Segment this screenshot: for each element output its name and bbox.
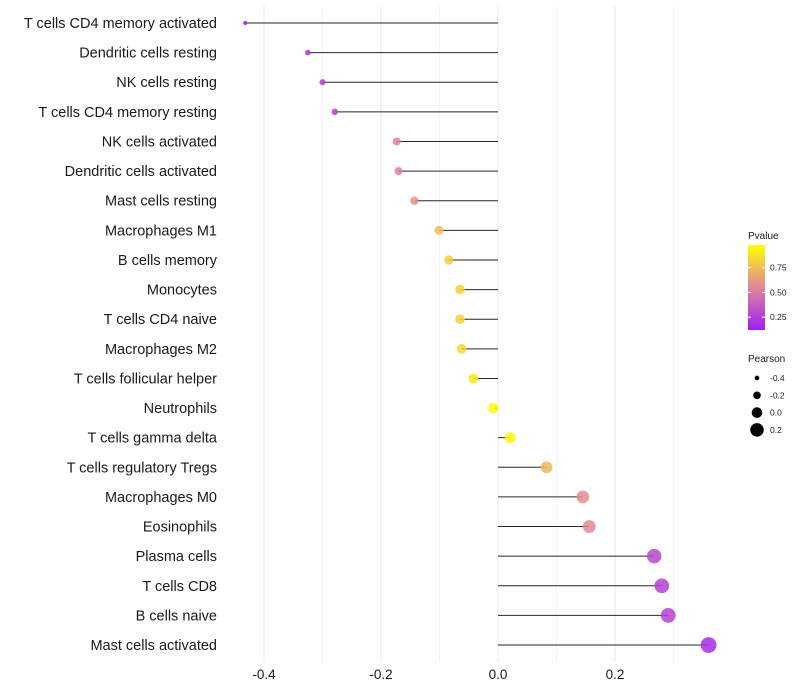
y-axis-label: T cells CD8	[142, 579, 217, 595]
y-axis-label: Dendritic cells activated	[65, 164, 217, 180]
segments	[245, 22, 709, 646]
colorbar-tick-label: 0.50	[770, 287, 787, 297]
colorbar-tick-label: 0.25	[770, 312, 787, 322]
y-axis-label: T cells gamma delta	[88, 431, 218, 447]
legend-size-label: 0.0	[770, 408, 782, 418]
y-axis-label: T cells CD4 memory resting	[38, 105, 217, 121]
data-point	[319, 79, 326, 86]
data-point	[455, 284, 465, 295]
y-axis-label: T cells regulatory Tregs	[67, 460, 217, 476]
y-axis-label: NK cells resting	[116, 75, 217, 91]
legend-size-label: 0.2	[770, 425, 782, 435]
y-axis-label: Plasma cells	[136, 549, 217, 565]
data-point	[434, 225, 444, 235]
data-point	[394, 167, 403, 176]
data-point	[504, 432, 516, 444]
y-axis-label: Mast cells resting	[105, 194, 217, 210]
data-point	[488, 402, 499, 414]
data-point	[540, 461, 553, 474]
y-axis-label: Mast cells activated	[90, 638, 217, 654]
data-point	[444, 255, 454, 265]
y-axis-label: NK cells activated	[102, 134, 217, 150]
data-point	[304, 49, 311, 56]
y-axis-label: T cells CD4 naive	[104, 312, 217, 328]
x-tick-label: -0.4	[252, 667, 276, 682]
data-point	[660, 607, 676, 623]
y-axis-label: Macrophages M2	[105, 342, 217, 358]
data-point	[410, 196, 419, 205]
legend-size-key	[753, 391, 761, 400]
legend-pvalue: Pvalue 0.25 0.50 0.75	[748, 231, 787, 330]
colorbar-tick-label: 0.75	[770, 263, 787, 273]
data-point	[331, 108, 339, 116]
x-tick-label: -0.2	[369, 667, 392, 682]
points	[243, 20, 717, 653]
y-axis-label: Macrophages M0	[105, 490, 217, 506]
data-point	[456, 343, 467, 354]
y-axis-label: Neutrophils	[144, 401, 217, 417]
legend-size-key	[750, 423, 764, 437]
data-point	[654, 578, 670, 594]
legend-size-key	[751, 407, 763, 418]
x-tick-label: 0.2	[606, 667, 625, 682]
legend-pvalue-title: Pvalue	[748, 231, 779, 242]
legend-size-label: -0.4	[770, 373, 785, 383]
data-point	[455, 314, 465, 325]
legend-size-key	[754, 375, 760, 381]
grid-lines	[263, 6, 674, 662]
y-axis-label: T cells CD4 memory activated	[24, 16, 217, 32]
data-point	[576, 490, 590, 504]
y-axis-labels: T cells CD4 memory activated Dendritic ce…	[24, 16, 218, 654]
data-point	[468, 373, 479, 384]
y-axis-label: B cells naive	[136, 608, 217, 624]
y-axis-label: Eosinophils	[143, 520, 217, 536]
data-point	[243, 20, 248, 26]
legend-colorbar	[748, 245, 765, 330]
y-axis-label: Dendritic cells resting	[79, 46, 217, 62]
x-axis-ticks: -0.4 -0.2 0.0 0.2	[252, 667, 624, 682]
data-point	[392, 137, 401, 146]
y-axis-label: Monocytes	[147, 283, 217, 299]
y-axis-label: Macrophages M1	[105, 223, 217, 239]
y-axis-label: T cells follicular helper	[74, 371, 217, 387]
data-point	[646, 548, 662, 564]
legend-size-label: -0.2	[770, 390, 785, 400]
data-point	[582, 520, 596, 533]
legend-pearson-title: Pearson	[748, 354, 785, 365]
legend-pearson: Pearson -0.4 -0.2 0.0 0.2	[748, 354, 785, 437]
y-axis-label: B cells memory	[118, 253, 218, 269]
x-tick-label: 0.0	[489, 667, 508, 682]
data-point	[700, 637, 717, 653]
